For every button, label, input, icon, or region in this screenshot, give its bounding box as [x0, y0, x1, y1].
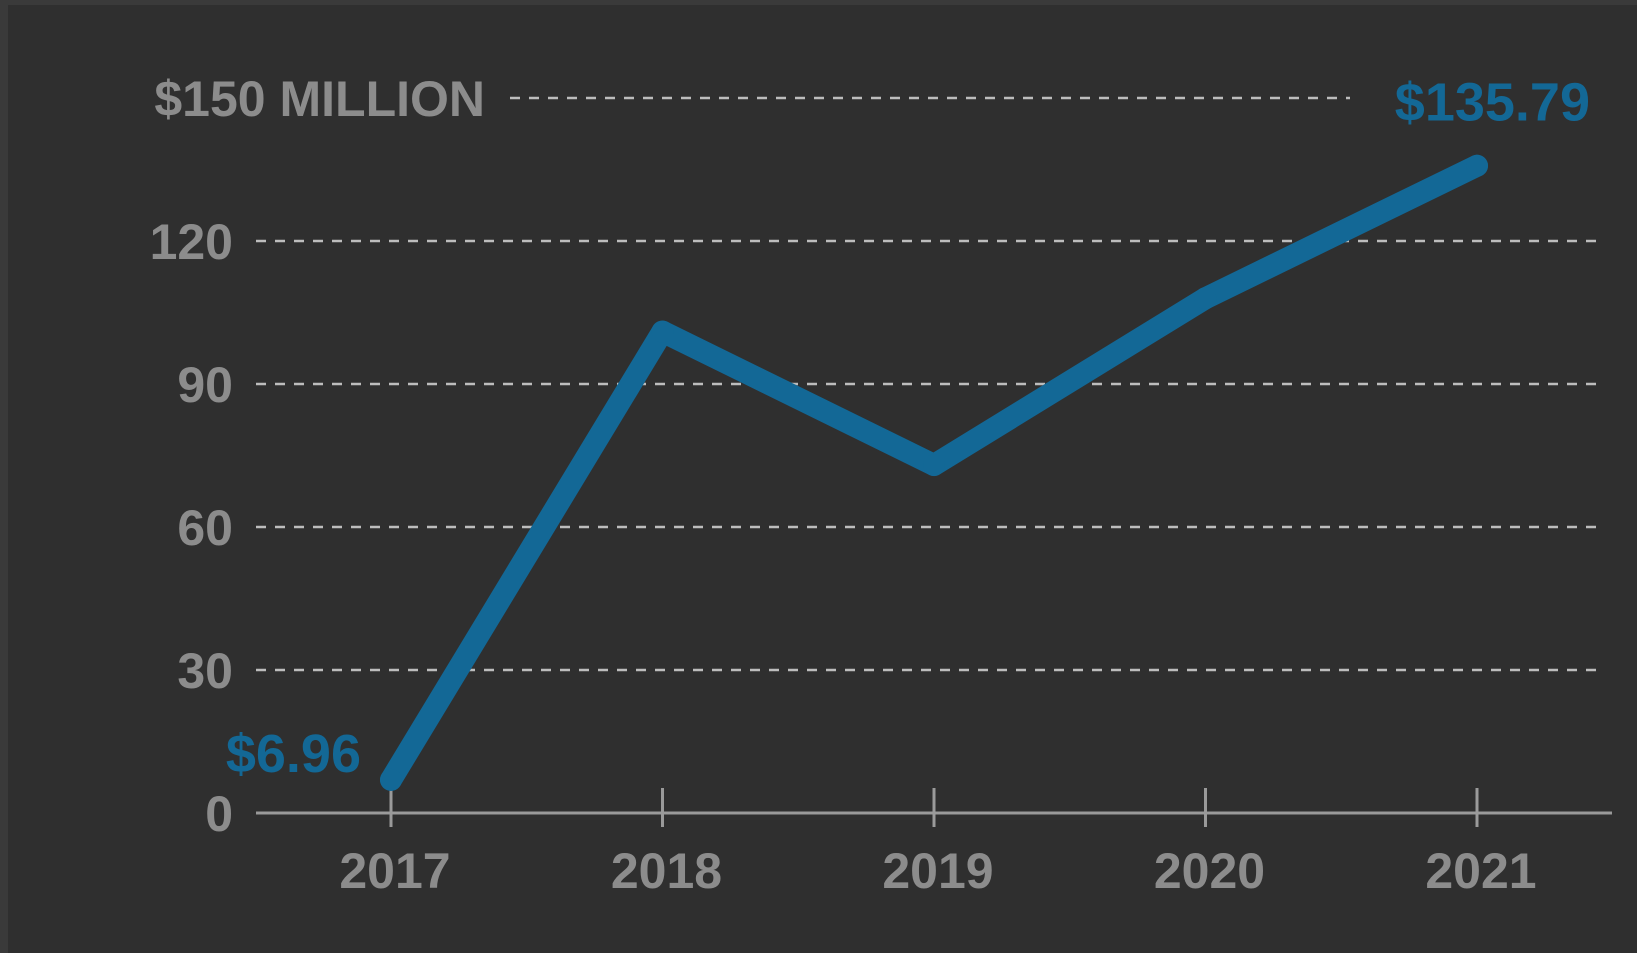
y-tick-label: 0: [205, 786, 233, 842]
series-layer: [380, 154, 1488, 791]
y-tick-label: 90: [177, 357, 233, 413]
x-tick-label: 2018: [611, 843, 722, 899]
data-point: [923, 454, 945, 477]
x-tick-label: 2017: [339, 843, 450, 899]
data-point: [1466, 154, 1488, 177]
data-point: [1194, 287, 1217, 310]
x-tick-label: 2020: [1154, 843, 1265, 899]
y-tick-label: 60: [177, 500, 233, 556]
data-labels: $6.96 $135.79: [226, 73, 1590, 784]
data-label: $135.79: [1395, 73, 1590, 133]
x-axis: [256, 788, 1612, 827]
y-tick-label: 120: [150, 214, 233, 270]
x-tick-label: 2021: [1425, 843, 1536, 899]
data-point: [651, 320, 674, 343]
data-point: [380, 768, 402, 791]
y-axis-labels: 0 30 60 90 120 $150 MILLION: [150, 71, 485, 842]
data-label: $6.96: [226, 724, 361, 784]
y-tick-label: 30: [177, 643, 233, 699]
chart-area: [8, 5, 1637, 953]
y-axis-top-label: $150 MILLION: [154, 71, 485, 127]
x-axis-labels: 2017 2018 2019 2020 2021: [339, 843, 1536, 899]
x-tick-label: 2019: [882, 843, 993, 899]
gridlines: [256, 96, 1600, 672]
